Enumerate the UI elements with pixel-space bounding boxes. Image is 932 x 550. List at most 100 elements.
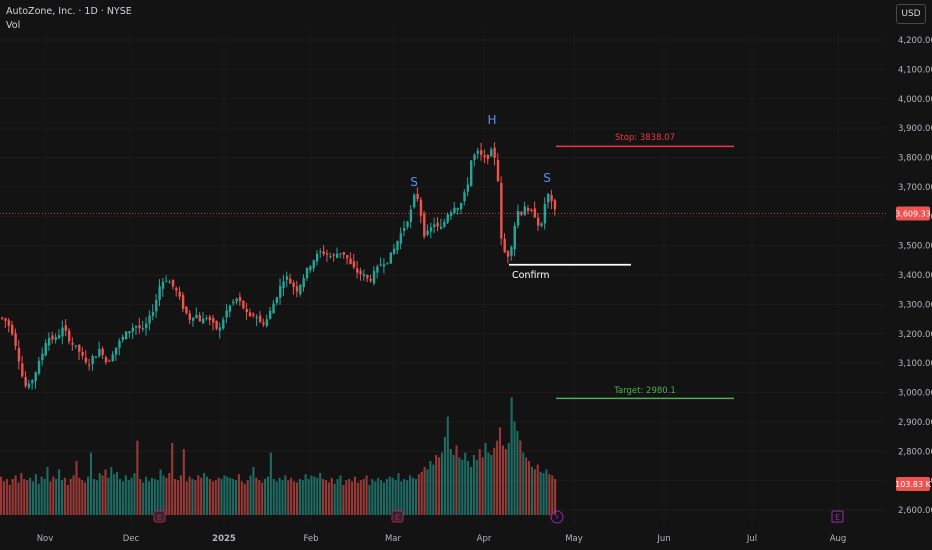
volume-bar	[127, 480, 130, 515]
volume-bar	[20, 473, 23, 515]
candle-body	[88, 364, 91, 366]
price-tick-label: 3,300.00	[898, 300, 932, 310]
volume-bar	[49, 481, 52, 515]
candle-body	[51, 335, 54, 340]
time-tick-label: 2025	[212, 534, 236, 544]
volume-bar	[255, 477, 258, 515]
time-tick-label: Dec	[123, 534, 140, 544]
candle-body	[543, 204, 547, 224]
volume-bar	[58, 469, 61, 515]
candle-body	[14, 333, 17, 347]
volume-bar	[452, 455, 455, 515]
price-axis: 4,200.00 4,100.00 4,000.00 3,900.00 3,800.00…	[898, 36, 932, 516]
volume-bar	[182, 449, 185, 515]
volume-bar	[545, 469, 548, 515]
volume-bar	[145, 476, 148, 515]
volume-bar	[174, 479, 177, 515]
candle-body	[332, 254, 336, 256]
candle-body	[322, 251, 325, 255]
candle-body	[403, 228, 406, 231]
earnings-marker-label: E	[157, 513, 162, 522]
volume-bar	[527, 461, 531, 515]
candle-body	[188, 313, 191, 320]
volume-bar	[420, 471, 423, 515]
future-earnings-marker	[831, 510, 844, 523]
candle-body	[419, 199, 423, 216]
candle-body	[446, 214, 449, 223]
candle-body	[131, 327, 135, 332]
volume-bar	[46, 467, 49, 515]
volume-bar	[438, 457, 441, 515]
candle-body	[483, 155, 486, 158]
volume-bar	[519, 440, 522, 515]
candle-body	[382, 264, 386, 267]
time-tick-label: Mar	[385, 534, 402, 544]
volume-bar	[156, 480, 159, 515]
volume-bar	[516, 431, 519, 515]
volume-bar	[26, 480, 29, 515]
volume-bar	[113, 474, 116, 515]
candle-body	[429, 227, 433, 232]
last-price-value: 3,609.33	[895, 210, 931, 219]
candle-body	[242, 300, 245, 309]
candle-body	[325, 253, 329, 255]
currency-button[interactable]: USD	[896, 4, 926, 24]
candle-body	[386, 262, 389, 264]
price-tick-label: 3,000.00	[898, 389, 932, 399]
volume-bar	[548, 474, 551, 515]
symbol-title: AutoZone, Inc. · 1D · NYSE	[6, 6, 132, 17]
candle-body	[124, 331, 128, 340]
candle-body	[61, 327, 64, 337]
volume-bar	[269, 452, 272, 515]
candle-body	[282, 281, 285, 288]
volume-bar	[533, 469, 536, 515]
candle-body	[292, 282, 295, 287]
candle-body	[526, 208, 530, 211]
price-tick-label: 3,700.00	[898, 183, 932, 193]
candle-body	[195, 314, 198, 318]
volume-bar	[362, 479, 365, 515]
candle-body	[245, 308, 248, 313]
volume-bar	[365, 475, 368, 515]
volume-bar	[29, 477, 32, 515]
candle-body	[516, 210, 520, 226]
volume-bar	[400, 481, 403, 515]
volume-bar	[43, 479, 46, 515]
candle-body	[7, 320, 11, 326]
candle-body	[128, 331, 131, 334]
candle-body	[319, 251, 322, 253]
candle-body	[315, 253, 319, 262]
price-tick-label: 4,000.00	[898, 95, 932, 105]
candle-body	[500, 182, 503, 239]
candle-body	[275, 297, 279, 303]
volume-bar	[501, 445, 504, 515]
candle-body	[443, 221, 446, 227]
last-volume-tag	[896, 477, 930, 491]
price-tick-label: 3,900.00	[898, 124, 932, 134]
candle-body	[84, 357, 88, 363]
candle-body	[530, 209, 533, 211]
volume-indicator-label[interactable]: Vol	[6, 20, 21, 31]
volume-bar	[223, 475, 226, 515]
volume-bar	[136, 440, 139, 515]
annotation-lines	[0, 145, 886, 400]
candle-body	[11, 324, 14, 335]
candle-body	[459, 203, 463, 210]
candle-body	[108, 360, 111, 362]
candle-body	[64, 325, 68, 331]
volume-bar	[388, 476, 391, 515]
candle-body	[299, 284, 302, 294]
volume-bar	[98, 473, 101, 515]
candle-body	[289, 278, 292, 284]
dividend-icon: ⚡	[554, 513, 560, 522]
candle-body	[248, 312, 252, 317]
candle-body	[138, 325, 141, 329]
volume-bar	[176, 480, 180, 515]
volume-bar	[446, 416, 449, 515]
volume-bar	[168, 473, 171, 515]
volume-bar	[252, 467, 255, 515]
volume-bar	[107, 477, 110, 515]
volume-bar	[293, 481, 296, 515]
volume-bar	[374, 481, 377, 515]
